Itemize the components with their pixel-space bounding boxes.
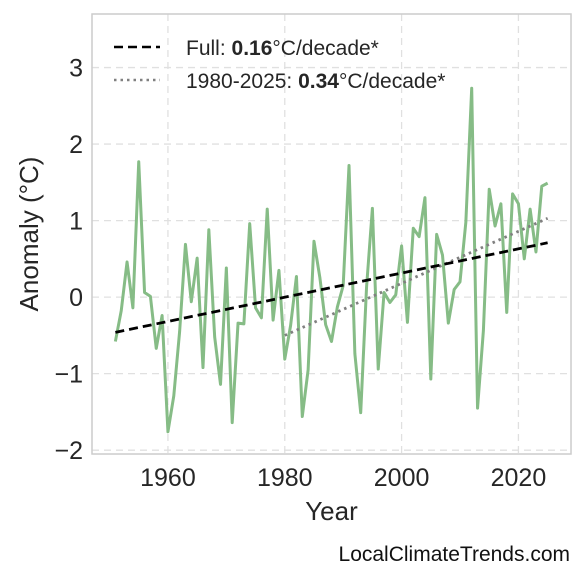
x-tick-label: 2020: [491, 464, 547, 492]
legend-recent-entry: 1980-2025: 0.34°C/decade*: [186, 70, 445, 93]
anomaly-series-line: [113, 86, 549, 434]
credit-text: LocalClimateTrends.com: [339, 543, 570, 566]
legend: Full: 0.16°C/decade* 1980-2025: 0.34°C/d…: [114, 37, 445, 93]
y-tick-label: −2: [54, 437, 83, 465]
legend-full-value: 0.16: [232, 37, 273, 60]
legend-recent-value: 0.34: [298, 70, 339, 93]
y-tick-label: −1: [54, 361, 83, 389]
x-tick-label: 1960: [140, 464, 196, 492]
grid-layer: [92, 14, 571, 454]
x-axis-title: Year: [305, 496, 358, 526]
y-tick-label: 1: [69, 208, 83, 236]
tick-layer: 1960 1980 2000 2020 −2 −1 0 1 2 3: [54, 55, 546, 492]
legend-full-label: Full:: [186, 37, 232, 60]
y-axis-title: Anomaly (°C): [14, 157, 44, 312]
legend-full-unit: °C/decade*: [272, 37, 378, 60]
plot-frame: [91, 13, 572, 455]
legend-full-entry: Full: 0.16°C/decade*: [186, 37, 379, 60]
y-tick-label: 2: [69, 131, 83, 159]
trend-layer: [115, 217, 549, 337]
y-tick-label: 0: [69, 284, 83, 312]
x-tick-label: 2000: [374, 464, 430, 492]
trend-line-1980-2025: [284, 217, 549, 337]
trend-line-full: [115, 241, 548, 334]
legend-recent-unit: °C/decade*: [339, 70, 445, 93]
y-tick-label: 3: [69, 55, 83, 83]
series-layer: [113, 86, 549, 434]
x-tick-label: 1980: [257, 464, 313, 492]
legend-recent-label: 1980-2025:: [186, 70, 298, 93]
